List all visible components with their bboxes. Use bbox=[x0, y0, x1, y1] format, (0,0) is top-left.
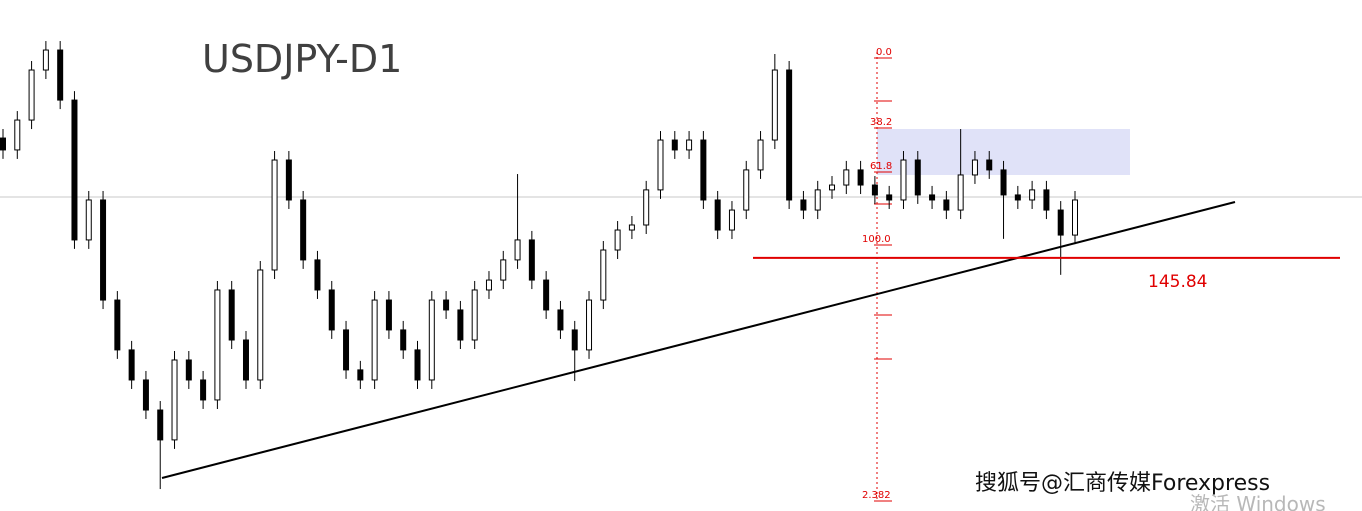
candle-body bbox=[414, 349, 421, 381]
candle-body bbox=[271, 159, 278, 271]
candle-body bbox=[343, 329, 350, 371]
candle-body bbox=[957, 174, 964, 211]
candle-body bbox=[771, 69, 778, 141]
candle-body bbox=[814, 189, 821, 211]
candle-body bbox=[1000, 169, 1007, 196]
fib-label: 38.2 bbox=[870, 117, 892, 128]
candle-body bbox=[800, 199, 807, 211]
candle-body bbox=[485, 279, 492, 291]
candle-body bbox=[843, 169, 850, 186]
candle-body bbox=[871, 184, 878, 196]
candle-body bbox=[371, 299, 378, 381]
candle-body bbox=[200, 379, 207, 401]
watermark: 搜狐号@汇商传媒Forexpress bbox=[975, 471, 1270, 496]
candle-body bbox=[0, 137, 6, 151]
candle-body bbox=[786, 69, 793, 201]
candle-body bbox=[328, 289, 335, 331]
candle-body bbox=[457, 309, 464, 341]
candle-body bbox=[757, 139, 764, 171]
candle-body bbox=[400, 329, 407, 351]
candle-body bbox=[743, 169, 750, 211]
fib-label: 100.0 bbox=[862, 234, 891, 245]
candle-body bbox=[443, 299, 450, 311]
candle-body bbox=[514, 239, 521, 261]
candle-body bbox=[714, 199, 721, 231]
candle-body bbox=[829, 184, 836, 191]
candle-body bbox=[614, 229, 621, 251]
candle-body bbox=[886, 194, 893, 201]
os-notice: 激活 Windows bbox=[1190, 492, 1326, 511]
candle-body bbox=[385, 299, 392, 331]
level-label: 145.84 bbox=[1148, 272, 1207, 292]
candle-body bbox=[643, 189, 650, 226]
candle-body bbox=[357, 369, 364, 381]
candle-body bbox=[214, 289, 221, 401]
candle-body bbox=[114, 299, 121, 351]
candle-body bbox=[257, 269, 264, 381]
candle-body bbox=[628, 224, 635, 231]
candle-body bbox=[686, 139, 693, 151]
candle-body bbox=[971, 159, 978, 176]
candle-body bbox=[500, 259, 507, 281]
fib-label: 61.8 bbox=[870, 161, 892, 172]
candle-body bbox=[557, 309, 564, 331]
candle-body bbox=[85, 199, 92, 241]
candle-body bbox=[300, 199, 307, 261]
candle-body bbox=[600, 249, 607, 301]
candle-body bbox=[285, 159, 292, 201]
candle-body bbox=[71, 99, 78, 241]
candle-body bbox=[986, 159, 993, 171]
candle-body bbox=[100, 199, 107, 301]
candle-body bbox=[28, 69, 35, 121]
candle-body bbox=[471, 289, 478, 341]
candle-body bbox=[857, 169, 864, 186]
candle-body bbox=[929, 194, 936, 201]
candle-body bbox=[914, 159, 921, 196]
candle-body bbox=[700, 139, 707, 201]
candle-body bbox=[142, 379, 149, 411]
candle-body bbox=[586, 299, 593, 351]
candle-body bbox=[728, 209, 735, 231]
fib-label: 2.382 bbox=[862, 490, 891, 501]
candle-body bbox=[1072, 199, 1078, 236]
candle-body bbox=[242, 339, 249, 381]
candle-body bbox=[228, 289, 235, 341]
candle-body bbox=[428, 299, 435, 381]
candle-body bbox=[171, 359, 178, 441]
candle-body bbox=[42, 49, 49, 71]
fib-label: 0.0 bbox=[876, 47, 892, 58]
candle-body bbox=[657, 139, 664, 191]
trendline bbox=[161, 201, 1236, 479]
candle-body bbox=[57, 49, 64, 101]
candle-body bbox=[543, 279, 550, 311]
fib-ticks bbox=[874, 57, 892, 502]
candle-body bbox=[1057, 209, 1064, 236]
candle-body bbox=[314, 259, 321, 291]
candle-body bbox=[571, 329, 578, 351]
candle-body bbox=[1014, 194, 1021, 201]
chart-title: USDJPY-D1 bbox=[202, 37, 402, 81]
candle-body bbox=[671, 139, 678, 151]
candle-body bbox=[1043, 189, 1050, 211]
candle-body bbox=[14, 119, 21, 151]
candle-body bbox=[128, 349, 135, 381]
candle-body bbox=[528, 239, 535, 281]
candle-body bbox=[900, 159, 907, 201]
candle-body bbox=[1029, 189, 1036, 201]
candle-body bbox=[157, 409, 164, 441]
candle-body bbox=[185, 359, 192, 381]
candle-body bbox=[943, 199, 950, 211]
